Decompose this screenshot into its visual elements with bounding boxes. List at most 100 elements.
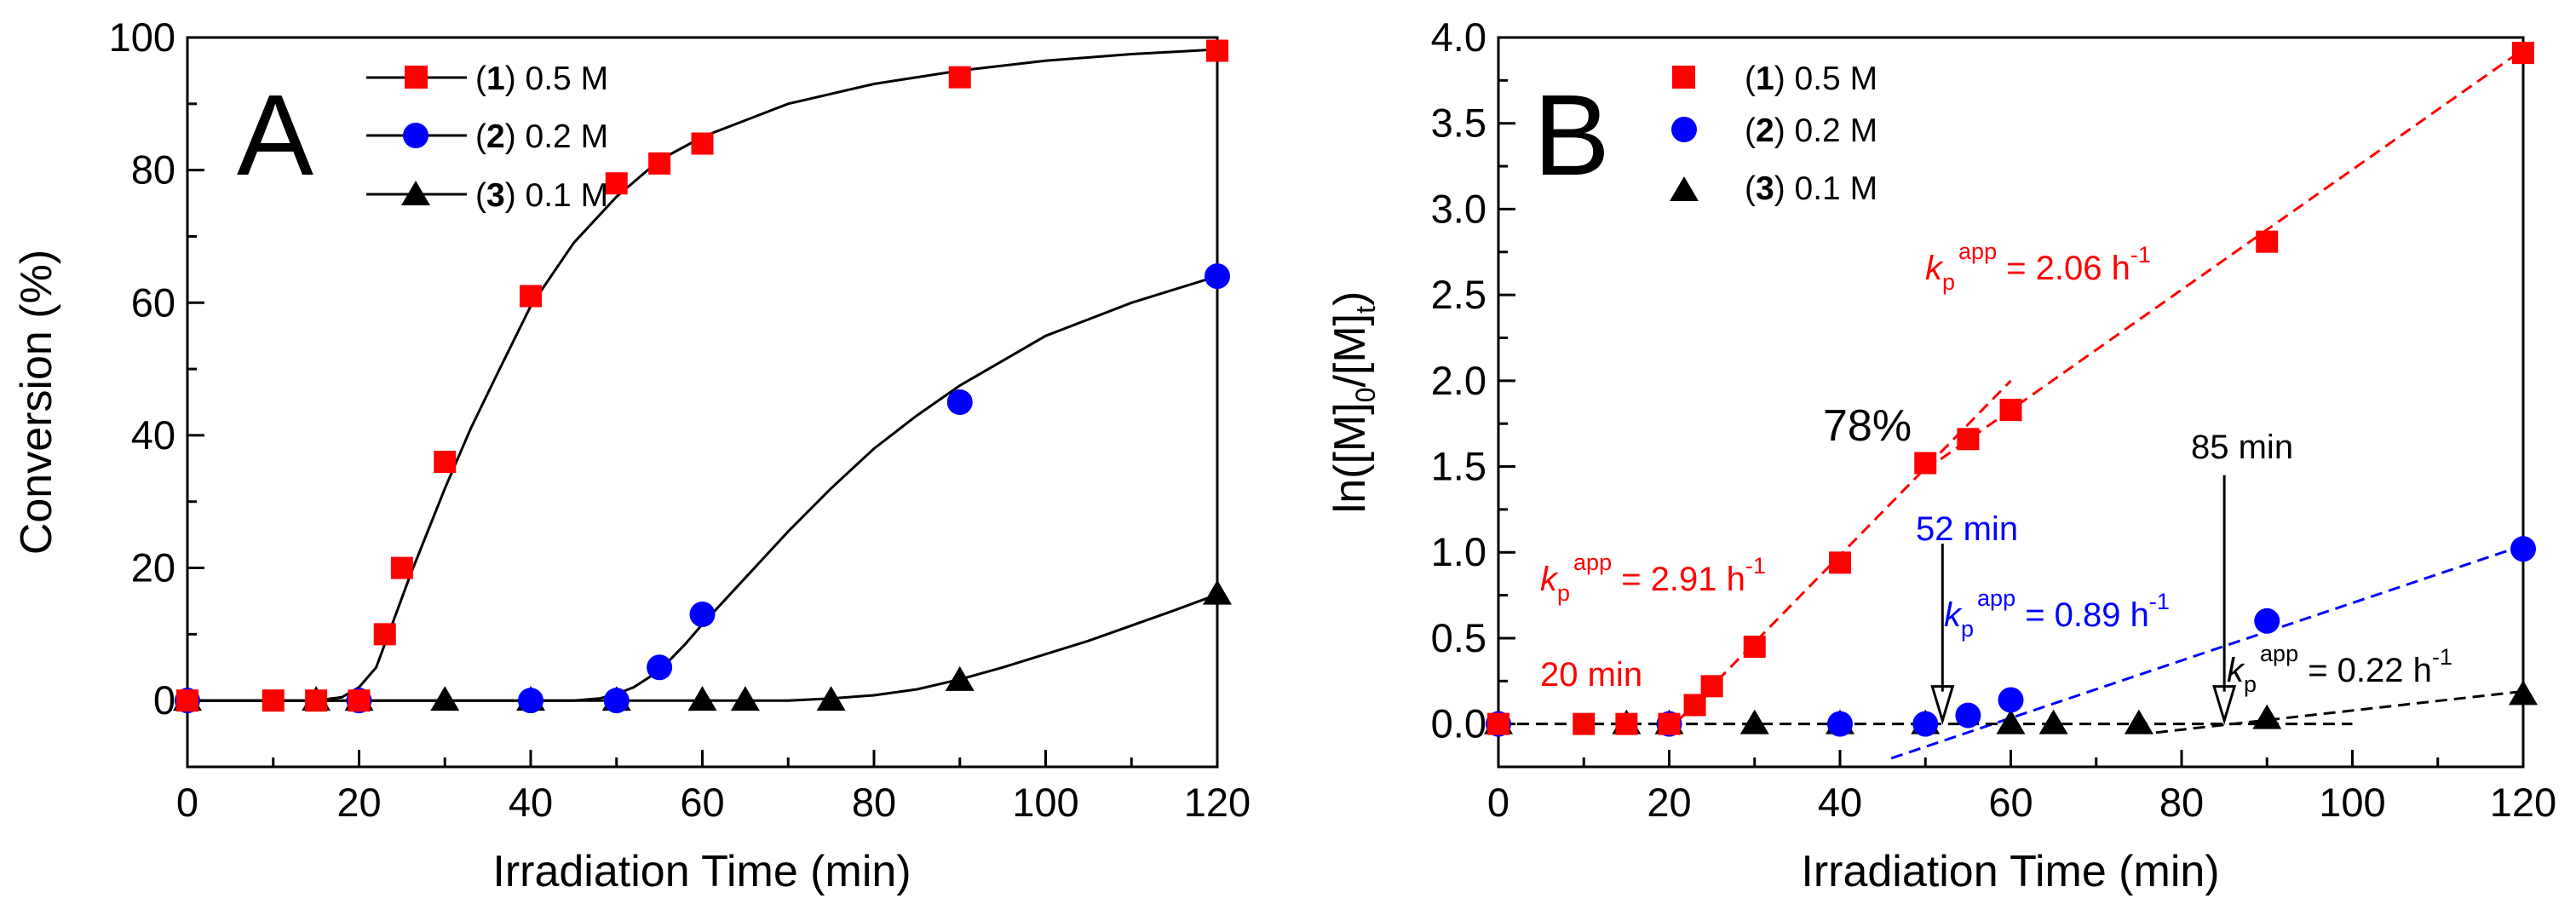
marker-a-s3-7 (730, 686, 760, 711)
legend-a-label-2: ) 0.2 M (505, 118, 608, 155)
panel-letter-b: B (1533, 71, 1610, 199)
svg-text:(2) 0.2 M: (2) 0.2 M (1745, 112, 1877, 149)
x-tick-label-b-6: 120 (2490, 780, 2556, 825)
marker-a-s1-6 (434, 451, 457, 474)
marker-a-s1-1 (262, 689, 285, 712)
x-tick-label-b-3: 60 (1988, 780, 2033, 825)
marker-b-s3-3 (1739, 709, 1769, 734)
y-axis-title-a: Conversion (%) (12, 250, 61, 555)
marker-a-s1-0 (176, 689, 198, 712)
marker-b-s1-4 (1683, 694, 1706, 717)
y-tick-label-b-4: 2.0 (1431, 358, 1486, 403)
legend-a-item-2: (2) 0.2 M (366, 118, 608, 155)
y-tick-label-a-0: 0 (153, 677, 175, 723)
legend-b-num-1: 1 (1756, 60, 1774, 97)
legend-b-label-2: ) 0.2 M (1774, 112, 1877, 149)
marker-b-s1-9 (1957, 428, 1980, 451)
legend-a-num-2: 2 (486, 118, 505, 155)
fit-line-b-5 (2155, 689, 2524, 734)
marker-a-s3-10 (1203, 579, 1232, 605)
arrow-85-min (2212, 475, 2237, 725)
data-markers-b (1484, 42, 2538, 737)
annotation-k3: kpapp = 0.22 h-1 (2227, 641, 2452, 697)
fit-curve-a-1 (187, 48, 1218, 702)
marker-b-s1-8 (1914, 452, 1937, 475)
marker-b-s2-4 (1955, 702, 1981, 729)
legend-b-label-1: ) 0.5 M (1774, 60, 1877, 97)
legend-a-label-3: ) 0.1 M (505, 177, 608, 214)
marker-b-s1-10 (1999, 399, 2022, 422)
x-tick-label-b-4: 80 (2159, 780, 2204, 825)
annotation-52-min: 52 min (1916, 510, 2018, 548)
marker-a-s2-4 (647, 654, 673, 681)
annotation-20-min: 20 min (1540, 656, 1642, 694)
axis-ticks-b: 0 20 40 60 80 100 120 0.0 0.5 1.0 1.5 2.0 2.5 3.0 3.5 4… (1431, 14, 2557, 825)
panel-b: 0 20 40 60 80 100 120 0.0 0.5 1.0 1.5 2.0 2.5 3.0 3.5 4… (1325, 14, 2556, 896)
x-axis-title-b: Irradiation Time (min) (1801, 847, 2219, 896)
marker-b-s1-6 (1743, 636, 1766, 659)
annotation-85-min: 85 min (2191, 429, 2293, 466)
legend-b-num-2: 2 (1756, 112, 1774, 149)
x-tick-label-a-0: 0 (176, 780, 198, 825)
svg-text:(1) 0.5 M: (1) 0.5 M (1745, 60, 1877, 97)
y-tick-label-a-4: 80 (131, 147, 175, 193)
marker-a-s1-4 (373, 623, 396, 646)
marker-b-s2-3 (1912, 711, 1939, 737)
data-markers-a (173, 39, 1232, 714)
svg-text:(3) 0.1 M: (3) 0.1 M (1745, 170, 1877, 207)
marker-b-s3-10 (2509, 680, 2538, 706)
annotation-78-percent: 78% (1823, 401, 1912, 451)
y-tick-label-a-2: 40 (131, 412, 175, 458)
marker-b-s1-0 (1487, 712, 1509, 735)
marker-b-s2-6 (2254, 608, 2280, 634)
legend-a-num-1: 1 (486, 60, 505, 97)
marker-a-s3-8 (816, 686, 846, 711)
y-tick-label-b-1: 0.5 (1431, 615, 1486, 660)
marker-b-s1-3 (1658, 712, 1681, 735)
legend-b: (1) 0.5 M (2) 0.2 M (3) 0.1 M (1670, 60, 1877, 207)
marker-a-s3-6 (687, 686, 717, 711)
x-tick-label-a-1: 20 (336, 780, 381, 825)
legend-a-num-3: 3 (486, 177, 505, 214)
y-tick-label-b-6: 3.0 (1431, 186, 1486, 231)
legend-a-item-3: (3) 0.1 M (366, 177, 608, 214)
marker-b-s3-7 (2038, 709, 2068, 734)
marker-b-s1-12 (2512, 42, 2534, 65)
y-tick-label-b-0: 0.0 (1431, 701, 1486, 746)
marker-a-s1-8 (605, 172, 628, 195)
annotation-k2: kpapp = 0.89 h-1 (1944, 585, 2170, 642)
fit-line-b-2 (1924, 48, 2524, 471)
marker-b-s3-8 (2124, 709, 2153, 734)
legend-a-label-1: ) 0.5 M (505, 60, 608, 97)
marker-a-s2-3 (603, 688, 630, 714)
panel-letter-a: A (237, 71, 313, 199)
marker-a-s2-6 (946, 389, 973, 415)
x-tick-label-a-4: 80 (852, 780, 896, 825)
x-tick-label-b-5: 100 (2319, 780, 2385, 825)
marker-b-s1-7 (1829, 551, 1851, 574)
marker-b-s1-5 (1700, 675, 1723, 698)
x-tick-label-b-1: 20 (1647, 780, 1691, 825)
annotation-k1-late: kpapp = 2.06 h-1 (1925, 239, 2151, 295)
marker-b-s1-1 (1573, 712, 1596, 735)
x-axis-title-a: Irradiation Time (min) (492, 847, 911, 896)
legend-a-item-1: (1) 0.5 M (366, 60, 608, 97)
x-tick-label-a-3: 60 (680, 780, 724, 825)
marker-a-s2-2 (518, 688, 543, 714)
fit-curve-a-2 (187, 274, 1218, 702)
y-tick-label-a-5: 100 (109, 14, 175, 60)
arrow-52-min (1930, 544, 1955, 725)
panel-a: 0 20 40 60 80 100 120 0 20 40 60 80 100 A (1) 0.5 M … (12, 14, 1251, 896)
x-tick-label-a-6: 120 (1184, 780, 1251, 825)
legend-b-item-2: (2) 0.2 M (1671, 112, 1877, 149)
marker-b-s2-5 (1998, 687, 2024, 713)
marker-b-s1-11 (2256, 230, 2279, 253)
marker-a-s1-9 (648, 152, 671, 175)
marker-a-s1-2 (305, 689, 328, 712)
arrows-b (1930, 475, 2237, 725)
marker-b-s3-6 (1996, 709, 2026, 734)
legend-a: (1) 0.5 M (2) 0.2 M (3) 0.1 M (366, 60, 608, 214)
marker-b-s2-2 (1827, 711, 1853, 737)
axis-ticks-a: 0 20 40 60 80 100 120 0 20 40 60 80 100 (109, 14, 1251, 825)
